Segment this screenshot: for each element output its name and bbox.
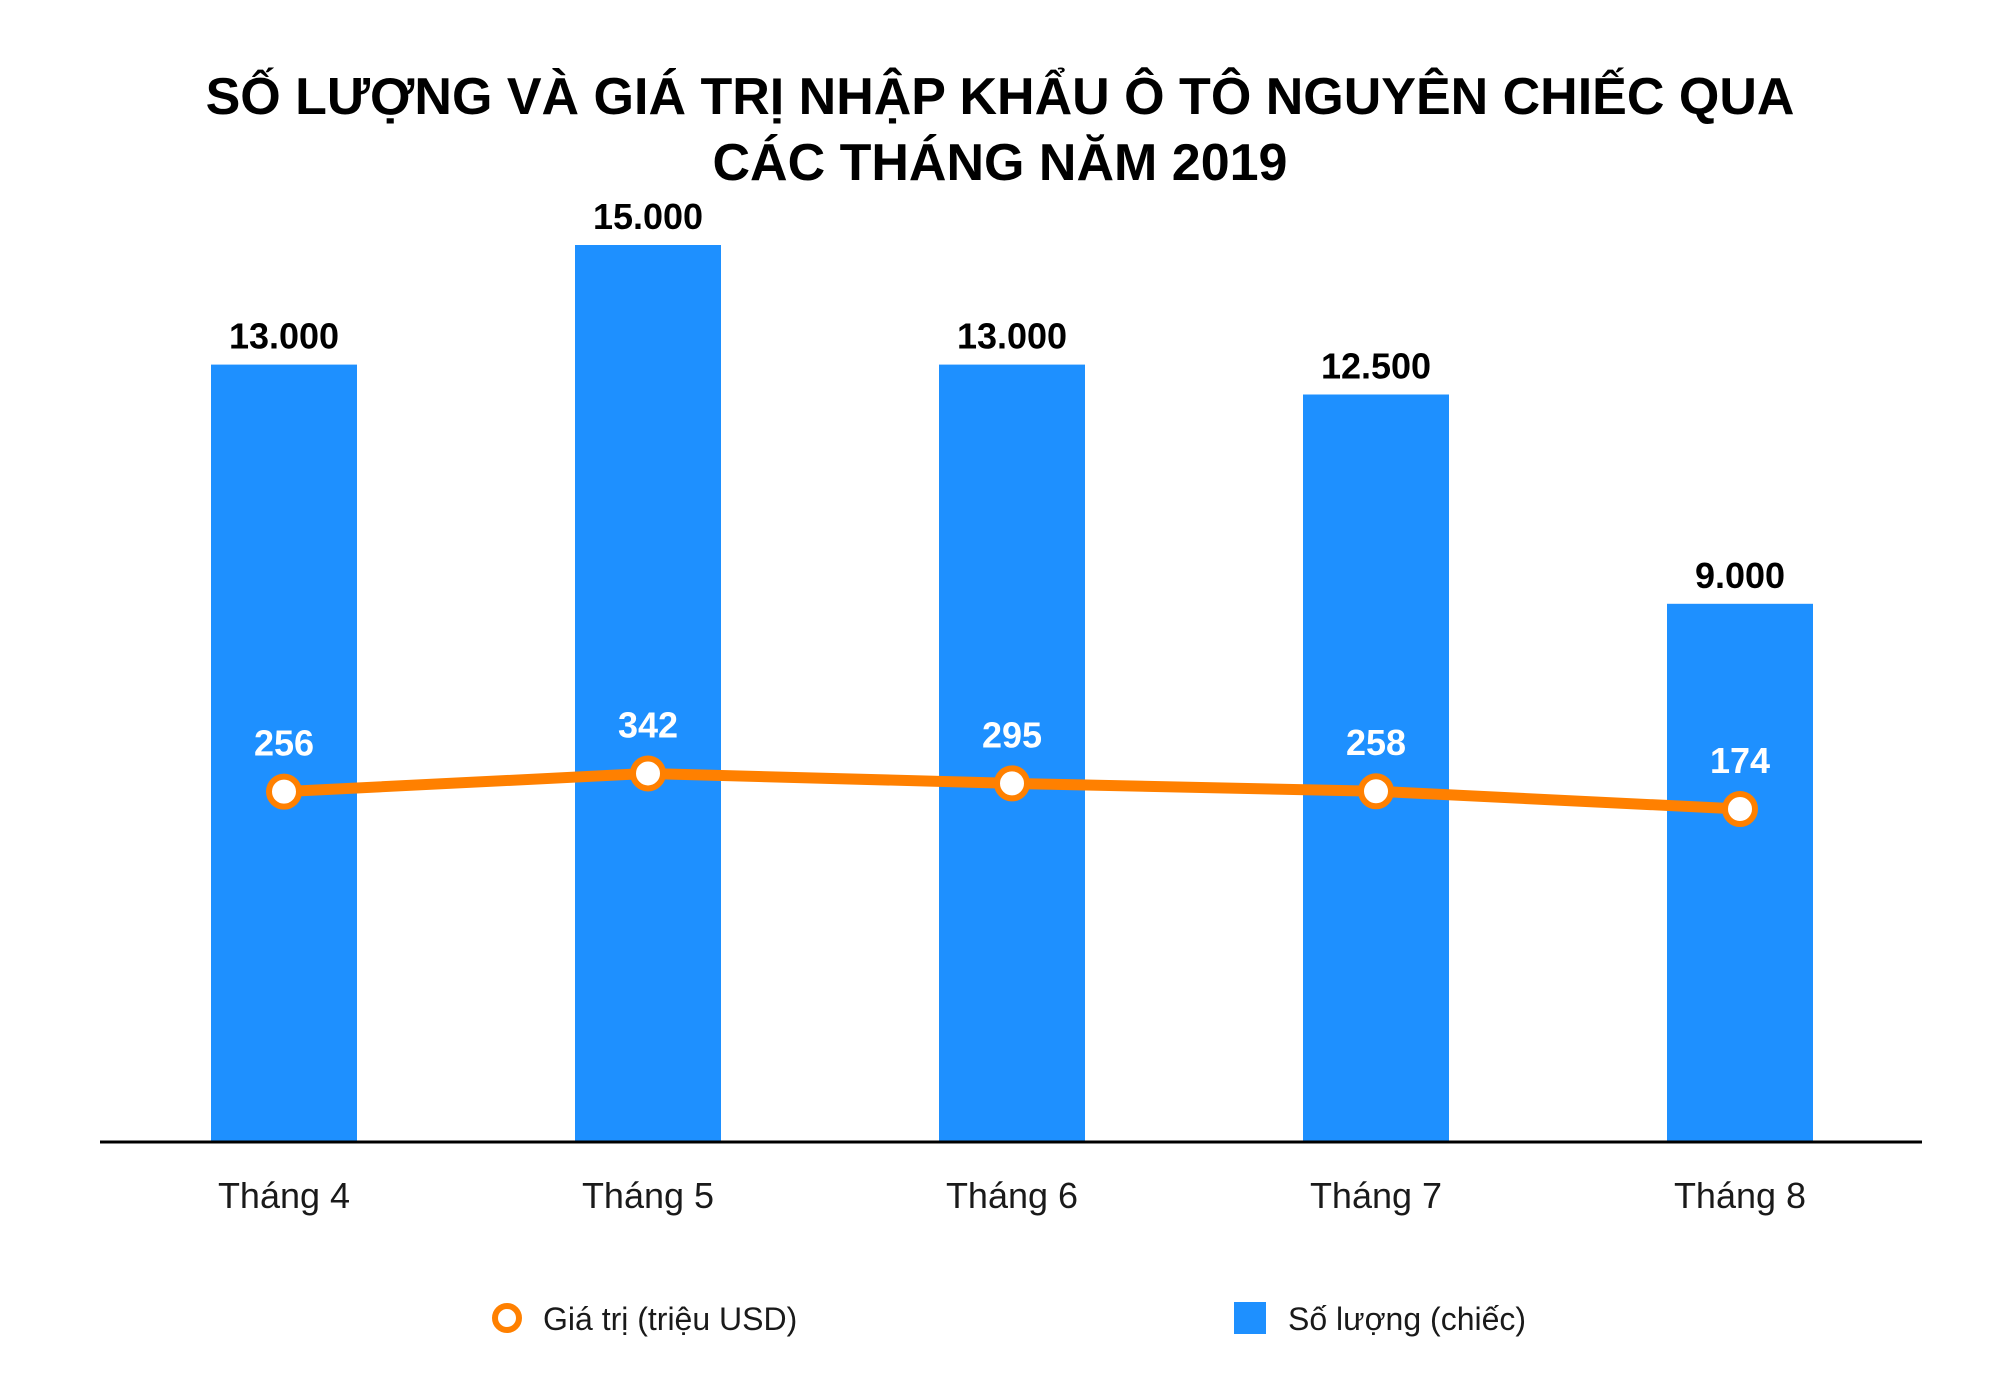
line-point-1: [266, 773, 302, 810]
bar-data-labels: 13.000 15.000 13.000 12.500 9.000: [229, 196, 1785, 596]
chart-title: SỐ LƯỢNG VÀ GIÁ TRỊ NHẬP KHẨU Ô TÔ NGUYÊ…: [0, 64, 2000, 196]
line-data-label-2: 342: [618, 704, 678, 745]
line-point-2: [630, 755, 666, 792]
legend-line-marker: [492, 1303, 522, 1333]
chart-title-line-2: CÁC THÁNG NĂM 2019: [712, 134, 1288, 192]
legend-item-quantity: Số lượng (chiếc): [1234, 1301, 1526, 1337]
x-tick-label-4: Tháng 7: [1310, 1175, 1442, 1216]
line-data-label-3: 295: [982, 714, 1042, 755]
legend-label-quantity: Số lượng (chiếc): [1288, 1301, 1526, 1337]
legend: Giá trị (triệu USD) Số lượng (chiếc): [492, 1301, 1526, 1337]
x-tick-label-3: Tháng 6: [946, 1175, 1078, 1216]
legend-label-value: Giá trị (triệu USD): [543, 1301, 797, 1337]
bar-2: [575, 245, 721, 1142]
x-axis-tick-labels: Tháng 4 Tháng 5 Tháng 6 Tháng 7 Tháng 8: [218, 1175, 1806, 1216]
legend-item-value: Giá trị (triệu USD): [492, 1301, 797, 1337]
line-data-label-1: 256: [254, 723, 314, 764]
bar-data-label-1: 13.000: [229, 316, 339, 357]
x-tick-label-1: Tháng 4: [218, 1175, 350, 1216]
bar-series: [211, 245, 1813, 1143]
bar-3: [939, 364, 1085, 1143]
x-tick-label-2: Tháng 5: [582, 1175, 714, 1216]
bar-data-label-3: 13.000: [957, 316, 1067, 357]
bar-4: [1303, 394, 1449, 1142]
bar-5: [1667, 603, 1813, 1142]
bar-data-label-4: 12.500: [1321, 346, 1431, 387]
chart-title-line-1: SỐ LƯỢNG VÀ GIÁ TRỊ NHẬP KHẨU Ô TÔ NGUYÊ…: [205, 68, 1795, 126]
line-data-label-5: 174: [1710, 740, 1770, 781]
line-point-5: [1722, 791, 1758, 827]
line-series: 256 342 295 258 174: [254, 704, 1770, 827]
x-tick-label-5: Tháng 8: [1674, 1175, 1806, 1216]
legend-bar-marker: [1234, 1302, 1266, 1334]
bar-data-label-5: 9.000: [1695, 555, 1785, 596]
bar-data-label-2: 15.000: [593, 196, 703, 237]
line-point-4: [1358, 773, 1394, 810]
line-point-3: [994, 765, 1030, 802]
bar-1: [211, 364, 357, 1143]
line-data-label-4: 258: [1346, 722, 1406, 763]
